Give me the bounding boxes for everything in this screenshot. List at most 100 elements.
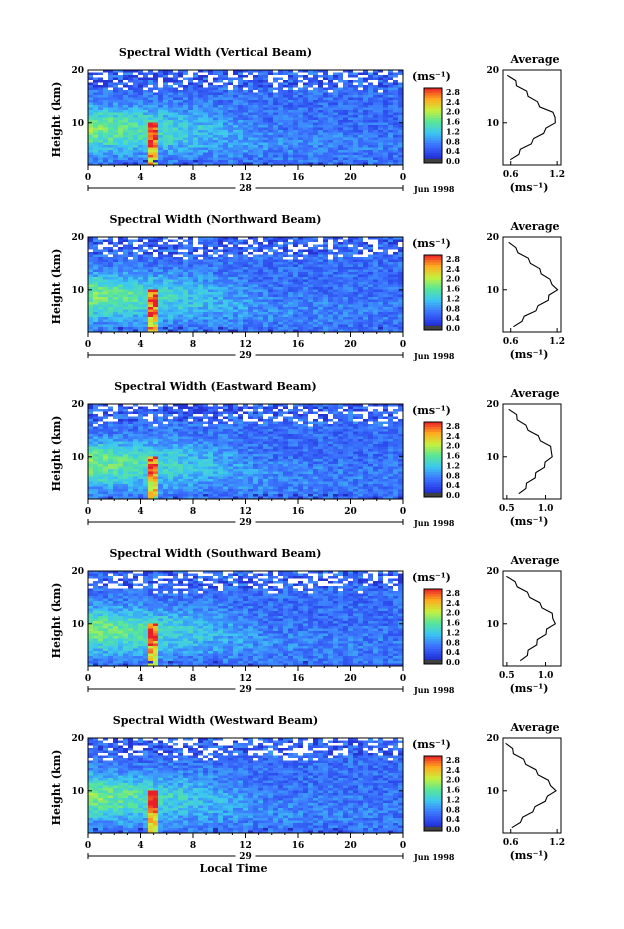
x-tick-label: 4 <box>137 674 143 684</box>
day-label: 28 <box>239 184 252 194</box>
date-label: Jun 1998 <box>413 351 455 361</box>
colorbar-unit: (ms⁻¹) <box>412 70 451 83</box>
colorbar-tick-label: 1.2 <box>446 126 460 136</box>
y-tick-label: 10 <box>71 787 84 797</box>
average-title: Average <box>509 220 559 233</box>
average-profile-line <box>506 575 557 662</box>
x-tick-label: 0 <box>85 173 91 183</box>
average-profile-line <box>508 408 553 495</box>
colorbar: 2.82.42.01.61.20.80.40.0 <box>423 755 460 834</box>
average-x-tick-label: 0.5 <box>499 504 515 514</box>
panel-title: Spectral Width (Eastward Beam) <box>114 380 316 393</box>
colorbar-tick-label: 2.8 <box>446 755 460 765</box>
x-tick-label: 8 <box>190 173 196 183</box>
heatmap-cells <box>88 70 404 166</box>
y-tick-label: 20 <box>71 400 84 410</box>
x-tick-label: 0 <box>400 173 406 183</box>
colorbar-tick-label: 1.6 <box>446 618 460 628</box>
average-x-tick-label: 1.0 <box>538 504 554 514</box>
colorbar-tick-label: 1.6 <box>446 785 460 795</box>
x-tick-label: 0 <box>85 841 91 851</box>
heatmap-cells <box>88 738 404 834</box>
colorbar-tick-label: 0.0 <box>446 490 460 500</box>
x-tick-label: 0 <box>85 340 91 350</box>
average-x-tick-label: 1.2 <box>549 337 565 347</box>
colorbar-floor <box>424 326 442 330</box>
y-tick-label: 10 <box>71 453 84 463</box>
x-tick-label: 20 <box>344 173 357 183</box>
x-tick-label: 16 <box>292 674 305 684</box>
colorbar-tick-label: 0.8 <box>446 637 460 647</box>
colorbar-tick-label: 2.8 <box>446 421 460 431</box>
colorbar-tick-label: 0.8 <box>446 303 460 313</box>
y-axis-label: Height (km) <box>50 750 63 826</box>
colorbar-tick-label: 2.0 <box>446 107 460 117</box>
colorbar-tick-label: 2.4 <box>446 264 460 274</box>
x-tick-label: 0 <box>400 674 406 684</box>
colorbar-floor <box>424 493 442 497</box>
colorbar-unit: (ms⁻¹) <box>412 237 451 250</box>
colorbar-tick-label: 1.6 <box>446 117 460 127</box>
colorbar: 2.82.42.01.61.20.80.40.0 <box>423 421 460 500</box>
x-tick-label: 4 <box>137 507 143 517</box>
colorbar-tick-label: 2.0 <box>446 608 460 618</box>
y-tick-label: 20 <box>71 567 84 577</box>
colorbar-tick-label: 1.6 <box>446 451 460 461</box>
y-tick-label: 20 <box>71 233 84 243</box>
colorbar-frame <box>423 755 443 832</box>
colorbar-tick-label: 2.8 <box>446 588 460 598</box>
day-label-bg <box>235 849 256 859</box>
panel-title: Spectral Width (Vertical Beam) <box>119 46 312 59</box>
y-axis-label: Height (km) <box>50 583 63 659</box>
colorbar-frame <box>423 254 443 331</box>
x-tick-label: 8 <box>190 841 196 851</box>
date-label: Jun 1998 <box>413 685 455 695</box>
y-axis-label: Height (km) <box>50 416 63 492</box>
date-label: Jun 1998 <box>413 852 455 862</box>
average-x-label: (ms⁻¹) <box>510 515 549 528</box>
y-tick-label: 10 <box>71 119 84 129</box>
panel-title: Spectral Width (Northward Beam) <box>110 213 322 226</box>
average-x-tick-label: 0.6 <box>503 170 519 180</box>
colorbar-tick-label: 2.4 <box>446 765 460 775</box>
panel-5: Spectral Width (Westward Beam) Height (km… <box>50 714 565 875</box>
y-axis-label: Height (km) <box>50 249 63 325</box>
x-tick-label: 0 <box>400 507 406 517</box>
x-tick-label: 0 <box>400 841 406 851</box>
colorbar-tick-label: 2.8 <box>446 87 460 97</box>
date-label: Jun 1998 <box>413 518 455 528</box>
average-panel: Average 20 10 0.6 1.2(ms⁻¹) <box>486 53 565 194</box>
average-frame <box>502 570 562 667</box>
colorbar-tick-label: 0.4 <box>446 647 460 657</box>
x-tick-label: 20 <box>344 841 357 851</box>
average-title: Average <box>509 387 559 400</box>
average-x-tick-label: 1.2 <box>549 170 565 180</box>
average-y-tick-label: 10 <box>486 286 499 296</box>
x-tick-label: 12 <box>239 674 252 684</box>
colorbar-floor <box>424 660 442 664</box>
colorbar-tick-label: 2.0 <box>446 775 460 785</box>
average-x-label: (ms⁻¹) <box>510 348 549 361</box>
average-panel: Average 20 10 0.5 1.0(ms⁻¹) <box>486 387 562 528</box>
colorbar-floor <box>424 827 442 831</box>
average-title: Average <box>509 554 559 567</box>
average-y-tick-label: 10 <box>486 620 499 630</box>
average-x-label: (ms⁻¹) <box>510 682 549 695</box>
colorbar-tick-label: 2.4 <box>446 97 460 107</box>
colorbar-tick-label: 0.0 <box>446 824 460 834</box>
average-frame <box>502 737 562 834</box>
colorbar-unit: (ms⁻¹) <box>412 404 451 417</box>
average-x-tick-label: 0.6 <box>503 337 519 347</box>
x-tick-label: 0 <box>400 340 406 350</box>
colorbar-tick-label: 0.8 <box>446 804 460 814</box>
day-label-bg <box>235 515 256 525</box>
colorbar-tick-label: 0.0 <box>446 323 460 333</box>
average-y-tick-label: 20 <box>486 66 499 76</box>
average-panel: Average 20 10 0.6 1.2(ms⁻¹) <box>486 721 565 862</box>
average-y-tick-label: 10 <box>486 787 499 797</box>
y-tick-label: 20 <box>71 66 84 76</box>
colorbar-tick-label: 2.4 <box>446 431 460 441</box>
y-tick-label: 10 <box>71 620 84 630</box>
x-tick-label: 20 <box>344 340 357 350</box>
